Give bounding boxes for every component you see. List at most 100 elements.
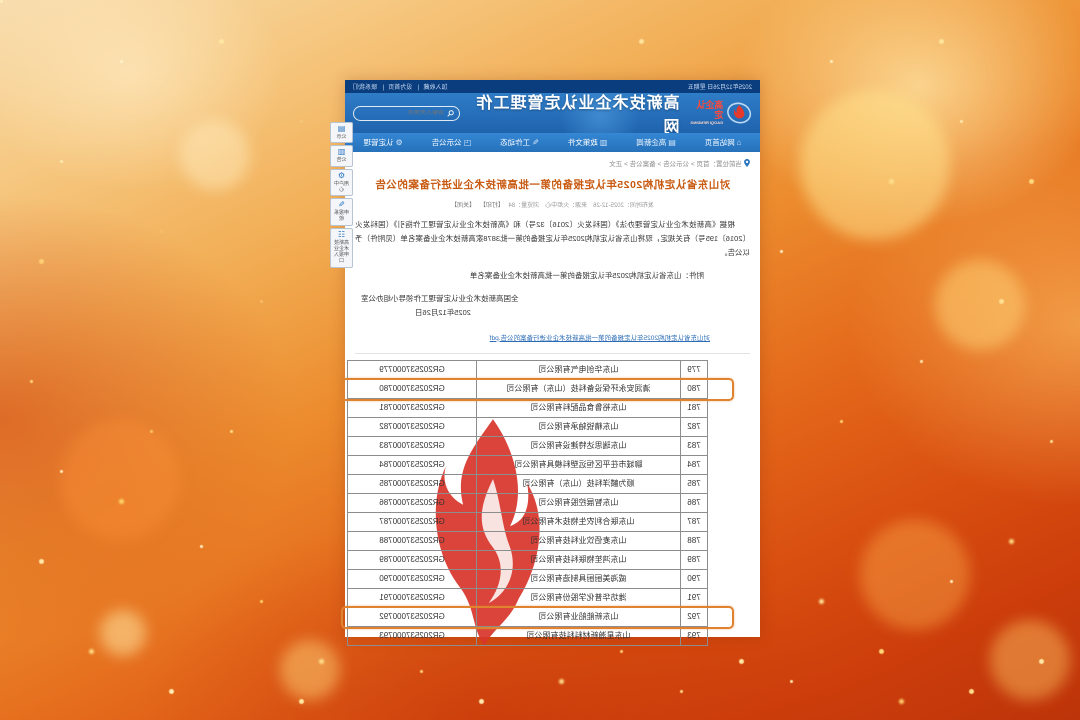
table-row[interactable]: 779 山东华创电气有限公司 GR202537000779	[347, 360, 708, 380]
row-number: 786	[680, 493, 708, 513]
topbar-links: 加入收藏| 设为首页| 联系我们	[353, 82, 452, 91]
company-table: 779 山东华创电气有限公司 GR202537000779 780 清润安永环保设备科技…	[347, 360, 708, 646]
company-name: 威海美厨厨具制造有限公司	[476, 569, 681, 589]
search-box[interactable]	[353, 105, 461, 121]
toolbar-item-usercenter[interactable]: ⚙ 用户中心	[330, 168, 353, 196]
floating-toolbar: ▤ 公示 ▥ 公告 ⚙ 用户中心 ✎ 申报系统 ☷ 高新技术企业申报入口	[330, 122, 353, 268]
table-row[interactable]: 786 山东智展控股有限公司 GR202537000786	[347, 493, 708, 513]
cert-number: GR202537000785	[347, 474, 477, 494]
toolbar-item-gonggao[interactable]: ▥ 公告	[330, 145, 353, 167]
toolbar-item-apply-system[interactable]: ✎ 申报系统	[330, 198, 353, 226]
nav-label: 网站首页	[704, 138, 735, 147]
cert-number: GR202537000793	[347, 626, 477, 646]
nav-item-announcements[interactable]: ◳ 公示公告	[428, 133, 476, 152]
print-button[interactable]: 【打印】	[479, 203, 504, 209]
table-row[interactable]: 792 山东新能船业有限公司 GR202537000792	[347, 607, 708, 627]
current-date-text: 2025年12月26日 星期五	[687, 85, 752, 91]
notice-icon: ▥	[337, 147, 346, 157]
breadcrumb[interactable]: 当前位置：首页 > 公示公告 > 备案公告 > 正文	[355, 158, 750, 168]
table-row[interactable]: 791 潍坊华普化学股份有限公司 GR202537000791	[347, 588, 708, 608]
nav-item-certification[interactable]: ⚙ 认定管理	[360, 133, 407, 152]
company-name: 山东联合利农生物技术有限公司	[476, 512, 681, 532]
table-row[interactable]: 787 山东联合利农生物技术有限公司 GR202537000787	[347, 512, 708, 532]
table-row[interactable]: 789 山东鸿笙物联科技有限公司 GR202537000789	[347, 550, 708, 570]
logo-emblem-icon	[727, 102, 752, 124]
close-button[interactable]: 【关闭】	[451, 203, 476, 209]
meta-text: 发布时间：2025-12-26 来源：火炬中心 浏览量：84	[508, 203, 654, 209]
company-name: 顺为麟洋科技（山东）有限公司	[476, 474, 681, 494]
pencil-icon: ✎	[338, 200, 345, 209]
bokeh-light	[935, 260, 1025, 350]
main-nav: ⌂ 网站首页 ▤ 高企新闻 ▥ 政策文件 ✎ 工作动态 ◳ 公示公告 ⚙ 认定管理	[345, 133, 760, 152]
company-name: 山东新能船业有限公司	[476, 607, 681, 627]
row-number: 782	[680, 417, 708, 437]
nav-label: 政策文件	[567, 138, 598, 147]
company-name: 山东星瀚新材料科技有限公司	[476, 626, 681, 646]
company-name: 山东瑞思达特建设有限公司	[476, 436, 681, 456]
document-icon: ▥	[599, 138, 608, 147]
cert-number: GR202537000784	[347, 455, 477, 475]
row-number: 783	[680, 436, 708, 456]
table-row[interactable]: 781 山东裕鲁食品配料有限公司 GR202537000781	[347, 398, 708, 418]
table-row[interactable]: 788 山东麦佰饮业科技有限公司 GR202537000788	[347, 531, 708, 551]
row-number: 792	[680, 607, 708, 627]
table-row[interactable]: 790 威海美厨厨具制造有限公司 GR202537000790	[347, 569, 708, 589]
table-row[interactable]: 785 顺为麟洋科技（山东）有限公司 GR202537000785	[347, 474, 708, 494]
table-row[interactable]: 782 山东精锐轴承有限公司 GR202537000782	[347, 417, 708, 437]
company-table-wrap: 779 山东华创电气有限公司 GR202537000779 780 清润安永环保设备科技…	[341, 360, 734, 646]
divider-text: |	[382, 85, 385, 91]
site-logo[interactable]: 高企认定 GAOQI RENDING	[688, 100, 753, 126]
nav-item-news[interactable]: ▤ 高企新闻	[632, 133, 680, 152]
divider-text: |	[417, 85, 420, 91]
table-row[interactable]: 784 聊城市茌平区恒远塑料模具有限公司 GR202537000784	[347, 455, 708, 475]
logo-subtext: GAOQI RENDING	[690, 119, 724, 125]
logo-text: 高企认定 GAOQI RENDING	[688, 100, 724, 125]
row-number: 779	[680, 360, 708, 380]
nav-item-work[interactable]: ✎ 工作动态	[496, 133, 543, 152]
topbar-link-contact[interactable]: 联系我们	[353, 85, 378, 91]
row-number: 788	[680, 531, 708, 551]
article-title: 对山东省认定机构2025年认定报备的第一批高新技术企业进行备案的公告	[374, 179, 731, 191]
location-pin-icon	[744, 159, 750, 167]
bokeh-light	[860, 520, 970, 630]
home-icon: ⌂	[736, 138, 742, 147]
article-meta: 发布时间：2025-12-26 来源：火炬中心 浏览量：84 【打印】 【关闭】	[355, 200, 750, 209]
row-number: 780	[680, 379, 708, 399]
topbar-link-favorite[interactable]: 加入收藏	[423, 85, 448, 91]
nav-item-home[interactable]: ⌂ 网站首页	[701, 133, 746, 152]
toolbar-label: 用户中心	[334, 180, 350, 193]
table-row[interactable]: 780 清润安永环保设备科技（山东）有限公司 GR202537000780	[347, 379, 708, 399]
cert-number: GR202537000790	[347, 569, 477, 589]
cert-number: GR202537000787	[347, 512, 477, 532]
list-icon: ▤	[337, 124, 346, 133]
row-number: 785	[680, 474, 708, 494]
nav-item-policy[interactable]: ▥ 政策文件	[564, 133, 612, 152]
table-row[interactable]: 793 山东星瀚新材料科技有限公司 GR202537000793	[347, 626, 708, 646]
company-name: 山东智展控股有限公司	[476, 493, 681, 513]
toolbar-label: 申报系统	[334, 210, 350, 223]
signature-org: 全国高新技术企业认定管理工作领导小组办公室	[361, 293, 519, 303]
nav-label: 工作动态	[500, 138, 531, 147]
company-name: 山东精锐轴承有限公司	[476, 417, 681, 437]
cert-number: GR202537000791	[347, 588, 477, 608]
search-icon	[447, 109, 454, 117]
row-number: 789	[680, 550, 708, 570]
toolbar-item-gongshi[interactable]: ▤ 公示	[330, 122, 353, 144]
toolbar-label: 公示	[336, 134, 347, 140]
pencil-icon: ✎	[532, 138, 539, 147]
attachment-pdf-link[interactable]: 对山东省认定机构2025年认定报备的第一批高新技术企业进行备案的公告.pdf	[489, 334, 710, 342]
top-utility-bar: 2025年12月26日 星期五 加入收藏| 设为首页| 联系我们	[345, 80, 760, 93]
search-input[interactable]	[359, 110, 445, 116]
section-divider	[355, 352, 750, 354]
news-icon: ▤	[668, 138, 676, 147]
signature-date: 2025年12月26日	[415, 307, 471, 317]
toolbar-label: 公告	[336, 157, 347, 164]
table-row[interactable]: 783 山东瑞思达特建设有限公司 GR202537000783	[347, 436, 708, 456]
toolbar-item-entrance[interactable]: ☷ 高新技术企业申报入口	[330, 227, 353, 268]
cert-number: GR202537000783	[347, 436, 477, 456]
row-number: 781	[680, 398, 708, 418]
bokeh-light	[60, 420, 180, 540]
nav-label: 高企新闻	[636, 138, 667, 147]
topbar-link-homepage[interactable]: 设为首页	[388, 85, 413, 91]
company-table-body: 779 山东华创电气有限公司 GR202537000779 780 清润安永环保设备科技…	[347, 360, 708, 646]
